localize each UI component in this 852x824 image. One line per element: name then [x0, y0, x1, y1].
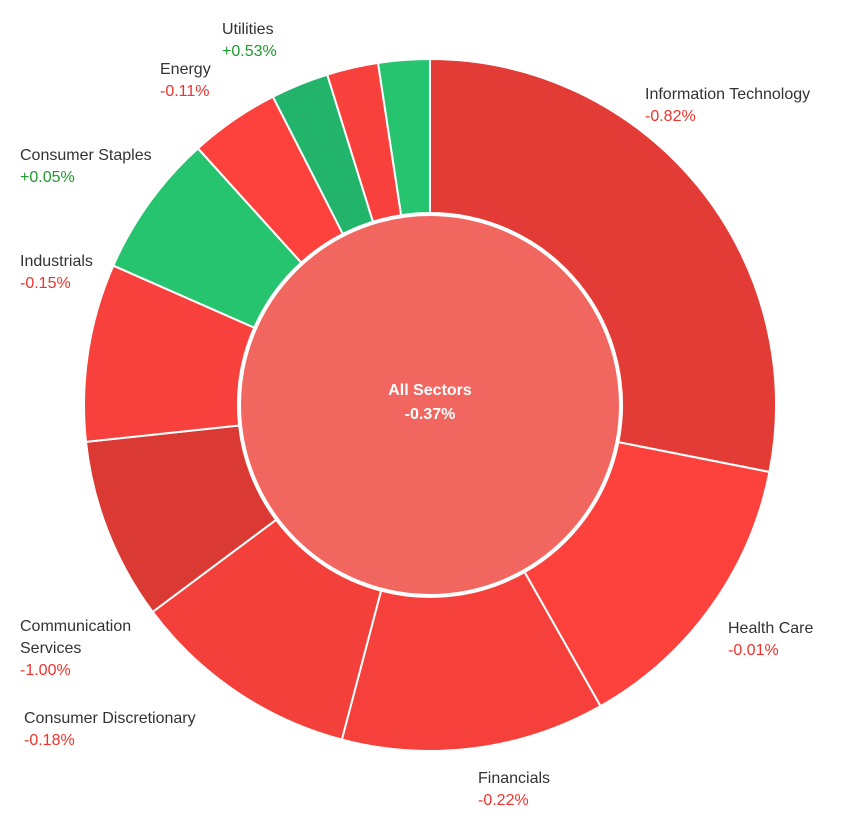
sector-name: Consumer Discretionary: [24, 710, 196, 727]
sector-label: Financials -0.22%: [478, 768, 598, 812]
sector-change: +0.05%: [20, 169, 75, 186]
sector-slice: [523, 440, 771, 708]
sector-slice: [340, 570, 602, 753]
sector-label: Consumer Staples +0.05%: [20, 145, 190, 189]
sector-change: +0.53%: [222, 43, 277, 60]
center-disc: [239, 214, 621, 596]
sector-slice: [429, 57, 777, 474]
sector-slice: [376, 57, 431, 217]
sector-change: -0.11%: [160, 83, 210, 100]
sector-name: Communication Services: [20, 618, 132, 657]
sector-name: Health Care: [728, 620, 814, 637]
sector-name: Information Technology: [645, 86, 811, 103]
sector-label: Industrials -0.15%: [20, 251, 140, 295]
sector-name: Financials: [478, 770, 551, 787]
sector-name: Industrials: [20, 253, 93, 270]
sector-change: -0.15%: [20, 275, 71, 292]
sector-label: Communication Services -1.00%: [20, 616, 160, 682]
sector-label: Utilities +0.53%: [222, 19, 322, 63]
sector-label: Information Technology -0.82%: [645, 84, 845, 128]
sector-change: -1.00%: [20, 662, 71, 679]
sector-label: Energy -0.11%: [160, 59, 260, 103]
center-change: -0.37%: [405, 406, 456, 423]
sector-change: -0.22%: [478, 792, 529, 809]
sector-change: -0.18%: [24, 732, 75, 749]
sector-name: Consumer Staples: [20, 147, 152, 164]
sector-change: -0.82%: [645, 108, 696, 125]
sector-change: -0.01%: [728, 642, 779, 659]
sector-name: Energy: [160, 61, 211, 78]
center-label: All Sectors: [388, 382, 472, 399]
sector-label: Health Care -0.01%: [728, 618, 848, 662]
sector-name: Utilities: [222, 21, 274, 38]
sector-label: Consumer Discretionary -0.18%: [24, 708, 244, 752]
